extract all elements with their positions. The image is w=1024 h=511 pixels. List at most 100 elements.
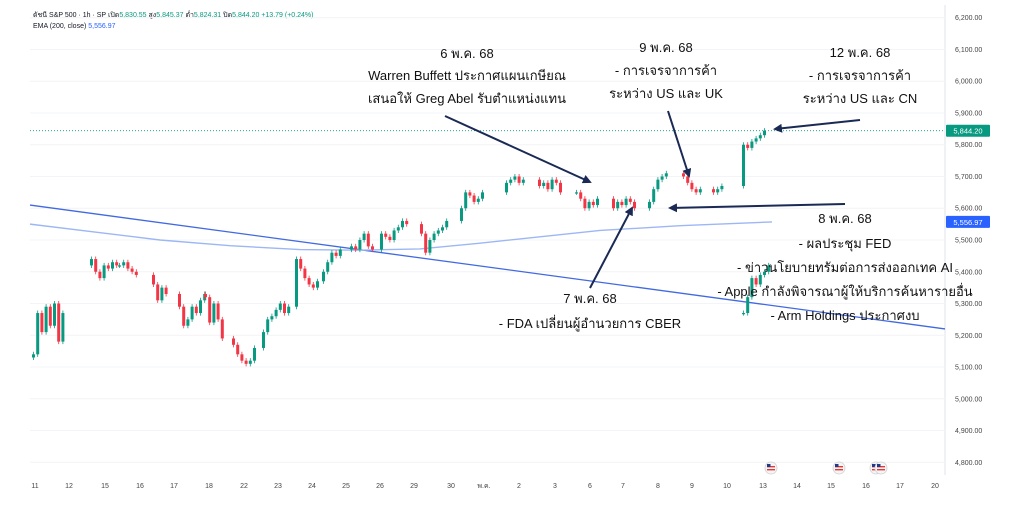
candle-body xyxy=(384,233,388,237)
candle-body xyxy=(652,189,656,202)
candle-body xyxy=(350,246,353,250)
x-tick-label: 18 xyxy=(205,483,213,490)
candle-body xyxy=(441,227,444,231)
candle-body xyxy=(648,201,651,209)
legend-high-value: 5,845.37 xyxy=(156,12,184,19)
candle-body xyxy=(428,240,432,253)
candle-body xyxy=(354,246,358,250)
candle-body xyxy=(754,278,758,285)
us-flag-stripe xyxy=(877,466,885,468)
candle-body xyxy=(322,271,325,282)
candle-body xyxy=(742,144,745,187)
candle-body xyxy=(182,306,186,326)
x-tick-label: 26 xyxy=(376,483,384,490)
us-flag-canton xyxy=(877,464,881,467)
candle-body xyxy=(115,262,119,266)
candle-body xyxy=(61,313,65,342)
x-tick-label: 7 xyxy=(621,483,625,490)
candle-body xyxy=(90,259,93,266)
x-tick-label: 24 xyxy=(308,483,316,490)
candle-body xyxy=(57,303,61,342)
legend-ohlc-row: ดัชนี S&P 500 · 1h · SP เปิด5,830.55 สูง… xyxy=(33,10,313,21)
candle-body xyxy=(750,141,754,148)
us-flag-canton xyxy=(872,464,876,467)
annotations: 6 พ.ค. 68 Warren Buffett ประกาศแผนเกษียณเ… xyxy=(368,40,973,332)
legend-change: +13.79 (+0.24%) xyxy=(261,12,314,19)
price-tags: 5,844.20 5,556.97 xyxy=(30,124,990,228)
event-date: 8 พ.ค. 68 xyxy=(818,211,871,226)
candle-body xyxy=(330,252,334,263)
x-tick-label: 15 xyxy=(827,483,835,490)
candle-body xyxy=(220,319,224,339)
x-tick-label: 25 xyxy=(342,483,350,490)
candle-body xyxy=(633,201,636,209)
y-tick-label: 5,000.00 xyxy=(955,396,982,403)
candle-body xyxy=(244,360,248,364)
chart-legend: ดัชนี S&P 500 · 1h · SP เปิด5,830.55 สูง… xyxy=(33,10,313,32)
legend-close-label: ปิด xyxy=(223,12,233,19)
x-tick-label: 11 xyxy=(31,483,38,490)
candle-body xyxy=(212,303,216,323)
candle-body xyxy=(326,262,330,272)
us-flag-icon xyxy=(874,461,888,475)
event-line: ระหว่าง US และ CN xyxy=(803,91,917,106)
last-price-tag xyxy=(946,124,990,137)
event-line: - Apple กำลังพิจารณาผู้ให้บริการค้นหาราย… xyxy=(717,283,972,300)
legend-symbol[interactable]: ดัชนี S&P 500 · 1h · SP xyxy=(33,12,106,19)
candle-body xyxy=(509,179,513,183)
candle-body xyxy=(742,313,745,315)
candle-body xyxy=(152,274,155,285)
candle-body xyxy=(513,176,517,180)
candle-body xyxy=(583,198,587,209)
x-tick-label: 17 xyxy=(896,483,904,490)
event-line: - Arm Holdings ประกาศงบ xyxy=(770,308,919,323)
candle-body xyxy=(596,198,599,206)
x-tick-label: 17 xyxy=(170,483,178,490)
ema-layer xyxy=(29,221,773,251)
x-tick-label: 16 xyxy=(862,483,870,490)
candle-body xyxy=(160,287,164,301)
candle-body xyxy=(118,265,121,267)
candle-body xyxy=(283,303,286,314)
y-tick-label: 5,500.00 xyxy=(955,238,982,245)
legend-close-value: 5,844.20 xyxy=(232,12,260,19)
candle-body xyxy=(690,182,694,190)
candle-body xyxy=(468,192,472,196)
x-tick-label: 2 xyxy=(517,483,521,490)
candle-body xyxy=(388,236,392,240)
candle-body xyxy=(122,262,126,266)
legend-ema-row[interactable]: EMA (200, close) 5,556.97 xyxy=(33,21,313,32)
x-tick-label: 14 xyxy=(793,483,801,490)
y-tick-label: 6,200.00 xyxy=(955,15,982,22)
candle-body xyxy=(380,233,383,250)
candle-body xyxy=(40,313,44,333)
candle-body xyxy=(366,233,370,247)
candle-body xyxy=(716,189,720,193)
candle-body xyxy=(401,220,404,228)
candle-body xyxy=(274,309,278,317)
candle-body xyxy=(620,201,624,206)
candle-body xyxy=(481,192,484,199)
candle-body xyxy=(664,173,668,177)
candle-body xyxy=(186,319,190,326)
candle-body xyxy=(405,220,409,225)
ema-line xyxy=(29,221,773,251)
candle-body xyxy=(287,306,291,314)
x-axis: 11 12 15 16 17 18 22 23 24 25 26 29 30 พ.ค. 2 3 6 7 8 9 10 13… xyxy=(31,483,939,490)
legend-high-label: สูง xyxy=(148,12,157,19)
x-tick-label: 10 xyxy=(723,483,731,490)
legend-ema-value: 5,556.97 xyxy=(88,23,116,30)
x-tick-label: พ.ค. xyxy=(477,483,490,490)
y-tick-label: 5,100.00 xyxy=(955,365,982,372)
legend-open-value: 5,830.55 xyxy=(119,12,147,19)
candle-body xyxy=(546,182,550,190)
candle-body xyxy=(199,300,202,314)
candle-body xyxy=(616,201,620,209)
trend-line xyxy=(29,204,946,330)
y-tick-label: 6,100.00 xyxy=(955,47,982,54)
event-date: 9 พ.ค. 68 xyxy=(639,40,692,55)
event-line: Warren Buffett ประกาศแผนเกษียณ xyxy=(368,68,566,83)
candle-body xyxy=(432,233,436,240)
